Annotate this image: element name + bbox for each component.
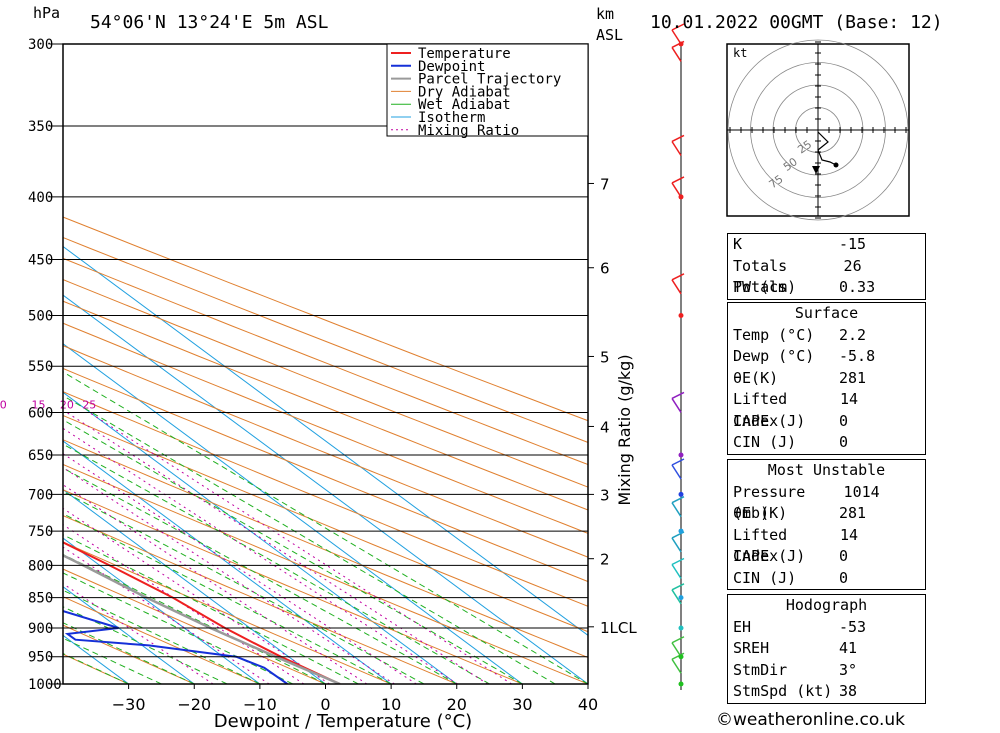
series-temperature	[63, 541, 341, 684]
pressure-level-label: 550	[28, 359, 53, 375]
km-tick-label: 6	[600, 260, 610, 278]
pressure-level-label: 700	[28, 487, 53, 503]
pressure-level-label: 500	[28, 309, 53, 325]
x-tick-label: 40	[578, 695, 598, 714]
dry-adiabat	[63, 322, 588, 534]
x-tick-label: −20	[177, 695, 211, 714]
series-dewpoint	[63, 610, 288, 684]
plot-frame	[62, 43, 589, 685]
wet-adiabat	[63, 443, 490, 684]
wet-adiabat	[63, 395, 556, 684]
mixing-ratio-axis-label: Mixing Ratio (g/kg)	[615, 354, 634, 505]
km-tick-label: 2	[600, 551, 610, 569]
dry-adiabat	[63, 439, 588, 659]
dry-adiabat	[63, 345, 588, 558]
x-axis-label: Dewpoint / Temperature (°C)	[214, 711, 472, 732]
pressure-level-label: 350	[28, 119, 53, 135]
x-tick-label: −30	[112, 695, 146, 714]
series-parcel-trajectory	[63, 553, 341, 684]
pressure-level-label: 850	[28, 591, 53, 607]
location-title: 54°06'N 13°24'E 5m ASL	[90, 12, 329, 33]
isotherm-line	[63, 488, 326, 684]
km-tick-label: 3	[600, 486, 610, 504]
mixing-ratio-line	[63, 507, 330, 684]
most-unstable-table: Most Unstable Pressure (mb) 1014 θE (K) 28…	[727, 459, 926, 590]
pressure-level-label: 900	[28, 621, 53, 637]
mixing-ratio-label: 15	[31, 398, 45, 411]
dry-adiabat	[63, 367, 588, 583]
pressure-level-label: 600	[28, 405, 53, 421]
pressure-level-label: 450	[28, 253, 53, 269]
km-tick-label: 5	[600, 348, 610, 366]
isotherm-line	[63, 391, 458, 684]
x-tick-label: 30	[512, 695, 532, 714]
isotherm-line	[63, 245, 588, 637]
pressure-level-label: 300	[28, 37, 53, 53]
dry-adiabat	[63, 515, 457, 684]
legend-entry: Dewpoint	[418, 59, 485, 75]
dry-adiabat	[63, 391, 588, 607]
km-tick-label: 1LCL	[600, 619, 637, 637]
km-tick-label: 7	[600, 175, 610, 193]
dry-adiabat	[63, 541, 392, 684]
dry-adiabat	[63, 257, 588, 466]
indices-table: K -15 Totals Totals 26 PW (cm) 0.33	[727, 233, 926, 300]
pressure-level-label: 800	[28, 558, 53, 574]
isotherm-line	[63, 537, 261, 684]
pressure-level-label: 750	[28, 524, 53, 540]
dry-adiabat	[63, 596, 261, 684]
legend-entry: Parcel Trajectory	[418, 72, 561, 88]
wet-adiabat	[63, 534, 359, 684]
mixing-ratio-label: 20	[60, 398, 74, 411]
dry-adiabat	[63, 300, 588, 511]
pressure-level-label: 650	[28, 448, 53, 464]
x-tick-label: 10	[381, 695, 401, 714]
isotherm-line	[63, 294, 588, 684]
wet-adiabat	[63, 572, 293, 684]
km-tick-label: 4	[600, 418, 610, 436]
wet-adiabat	[63, 637, 162, 684]
dry-adiabat	[63, 489, 523, 684]
x-tick-label: −10	[243, 695, 277, 714]
legend-entry: Wet Adiabat	[418, 97, 511, 113]
legend-entry: Mixing Ratio	[418, 123, 519, 139]
x-tick-label: 0	[320, 695, 330, 714]
surface-table: Surface Temp (°C) 2.2 Dewp (°C) -5.8 θE(K)…	[727, 302, 926, 455]
hodograph-table: Hodograph EH -53 SREH 41 StmDir 3° StmSpd (…	[727, 594, 926, 704]
dry-adiabat	[63, 568, 326, 684]
dry-adiabat	[63, 279, 588, 488]
mixing-ratio-label: 25	[82, 398, 96, 411]
legend-entry: Temperature	[418, 46, 511, 62]
mixing-ratio-line	[66, 412, 488, 684]
credit-link[interactable]: ©weatheronline.co.uk	[716, 710, 906, 730]
dry-adiabat	[63, 414, 588, 633]
wet-adiabat	[63, 419, 523, 684]
x-tick-label: 20	[447, 695, 467, 714]
mixing-ratio-line	[63, 484, 368, 684]
pressure-level-label: 1000	[28, 677, 62, 693]
pressure-level-label: 950	[28, 650, 53, 666]
mixing-ratio-line	[63, 427, 458, 684]
mixing-ratio-line	[63, 524, 305, 684]
wet-adiabat	[63, 467, 458, 684]
dry-adiabat	[63, 653, 129, 684]
wet-adiabat	[63, 589, 261, 684]
km-label: km	[596, 5, 615, 23]
isotherm-line	[63, 440, 392, 684]
wet-adiabat	[63, 371, 588, 684]
legend-entry: Isotherm	[418, 110, 485, 126]
pressure-level-label: 400	[28, 190, 53, 206]
legend-entry: Dry Adiabat	[418, 84, 511, 100]
hpa-label: hPa	[33, 4, 61, 22]
mixing-ratio-line	[63, 546, 270, 684]
datetime-label: 10.01.2022 00GMT (Base: 12)	[650, 12, 943, 33]
mixing-ratio-label: 10	[0, 398, 7, 411]
dry-adiabat	[63, 463, 588, 684]
isotherm-line	[63, 343, 523, 684]
asl-label: ASL	[596, 26, 624, 44]
legend-box	[386, 43, 589, 137]
